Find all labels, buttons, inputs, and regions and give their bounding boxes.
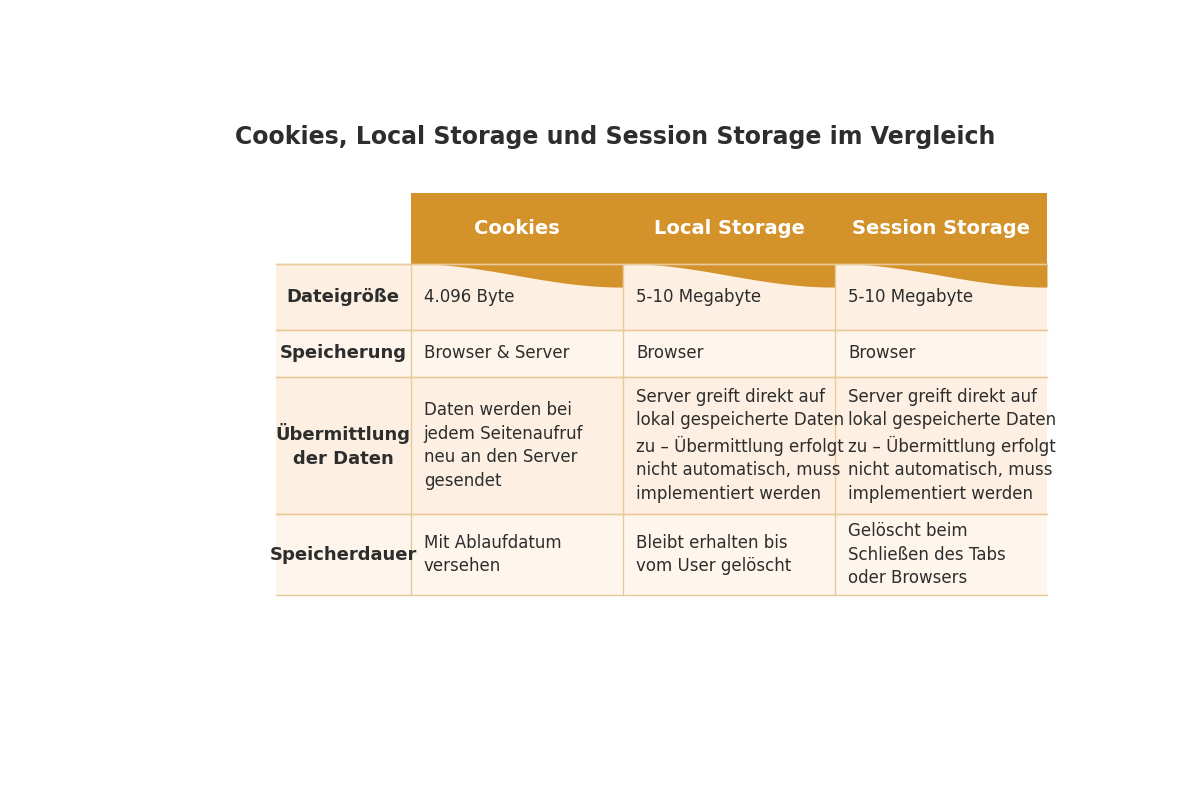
Bar bbox=[623, 264, 835, 330]
Text: Bleibt erhalten bis
vom User gelöscht: Bleibt erhalten bis vom User gelöscht bbox=[636, 534, 791, 575]
Text: Server greift direkt auf
lokal gespeicherte Daten
zu – Übermittlung erfolgt
nich: Server greift direkt auf lokal gespeiche… bbox=[636, 388, 844, 503]
Bar bbox=[835, 193, 1048, 264]
Text: Server greift direkt auf
lokal gespeicherte Daten
zu – Übermittlung erfolgt
nich: Server greift direkt auf lokal gespeiche… bbox=[848, 388, 1056, 503]
Text: Gelöscht beim
Schließen des Tabs
oder Browsers: Gelöscht beim Schließen des Tabs oder Br… bbox=[848, 522, 1006, 587]
Bar bbox=[623, 193, 835, 264]
Text: 5-10 Megabyte: 5-10 Megabyte bbox=[636, 288, 761, 306]
Bar bbox=[276, 376, 410, 514]
Text: Daten werden bei
jedem Seitenaufruf
neu an den Server
gesendet: Daten werden bei jedem Seitenaufruf neu … bbox=[424, 401, 583, 490]
Polygon shape bbox=[623, 264, 835, 288]
Bar bbox=[410, 376, 623, 514]
Text: Dateigröße: Dateigröße bbox=[287, 288, 400, 306]
Bar bbox=[835, 514, 1048, 595]
Bar bbox=[410, 330, 623, 376]
Bar bbox=[623, 376, 835, 514]
Bar bbox=[623, 330, 835, 376]
Bar bbox=[835, 264, 1048, 330]
Text: Cookies, Local Storage und Session Storage im Vergleich: Cookies, Local Storage und Session Stora… bbox=[235, 125, 995, 148]
Text: Übermittlung
der Daten: Übermittlung der Daten bbox=[276, 423, 410, 467]
Bar bbox=[623, 514, 835, 595]
Text: 5-10 Megabyte: 5-10 Megabyte bbox=[848, 288, 973, 306]
Text: Speicherung: Speicherung bbox=[280, 344, 407, 363]
Polygon shape bbox=[835, 264, 1048, 288]
Text: Cookies: Cookies bbox=[474, 219, 559, 238]
Bar bbox=[410, 514, 623, 595]
Polygon shape bbox=[410, 264, 623, 288]
Bar bbox=[276, 264, 410, 330]
Text: Speicherdauer: Speicherdauer bbox=[270, 546, 416, 563]
Text: Local Storage: Local Storage bbox=[654, 219, 804, 238]
Bar bbox=[276, 330, 410, 376]
Text: Session Storage: Session Storage bbox=[852, 219, 1031, 238]
Text: Browser: Browser bbox=[636, 344, 703, 363]
Bar bbox=[410, 264, 623, 330]
Text: Browser: Browser bbox=[848, 344, 916, 363]
Bar bbox=[835, 376, 1048, 514]
Bar bbox=[835, 330, 1048, 376]
Text: Browser & Server: Browser & Server bbox=[424, 344, 569, 363]
Bar bbox=[410, 193, 623, 264]
Text: 4.096 Byte: 4.096 Byte bbox=[424, 288, 514, 306]
Text: Mit Ablaufdatum
versehen: Mit Ablaufdatum versehen bbox=[424, 534, 562, 575]
Bar bbox=[276, 514, 410, 595]
